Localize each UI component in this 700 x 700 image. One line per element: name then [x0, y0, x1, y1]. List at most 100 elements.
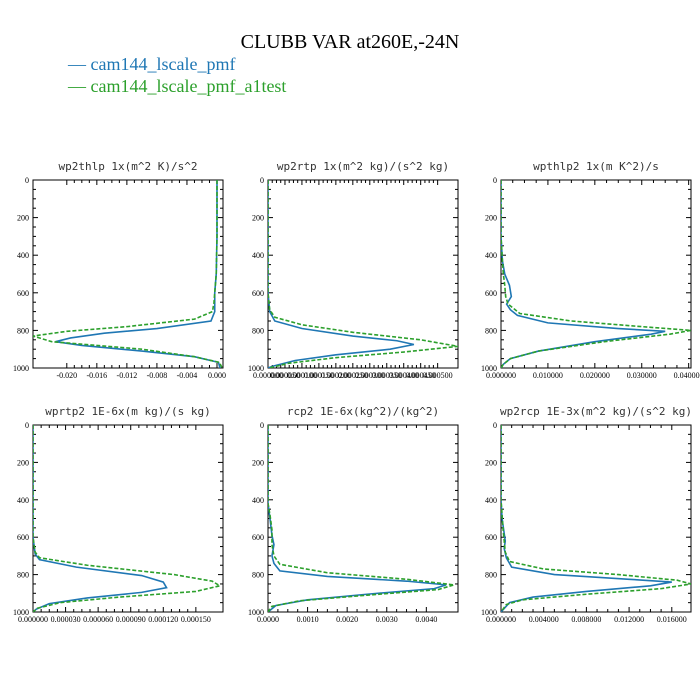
x-tick-label: 0.000300 [355, 371, 385, 380]
x-tick-label: -0.016 [86, 371, 107, 380]
y-tick-label: 0 [260, 421, 264, 430]
x-tick-label: 0.0000 [257, 615, 279, 624]
y-tick-label: 800 [485, 326, 497, 335]
x-tick-label: 0.000400 [389, 371, 419, 380]
x-tick-label: 0.012000 [614, 615, 644, 624]
panel-1: wp2thlp 1x(m^2 K)/s^2 0 200 400 600 800 1000 -0… [13, 160, 226, 380]
y-tick-label: 600 [252, 533, 264, 542]
y-tick-label: 200 [485, 214, 497, 223]
series-line-1 [268, 425, 447, 612]
series-line-1 [33, 425, 168, 612]
series-line-1 [268, 180, 415, 368]
y-tick-label: 1000 [13, 364, 29, 373]
x-tick-label: 0.0010 [297, 615, 319, 624]
y-tick-label: 0 [25, 176, 29, 185]
series-line-1 [55, 180, 221, 368]
x-tick-label: 0.000090 [116, 615, 146, 624]
series-line-2 [268, 180, 458, 368]
panel-title: wpthlp2 1x(m K^2)/s [533, 160, 659, 173]
panel-frame [32, 424, 224, 613]
y-tick-label: 200 [252, 458, 264, 467]
legend-entry-1: — cam144_lscale_pmf [67, 54, 235, 74]
y-tick-label: 0 [493, 421, 497, 430]
x-tick-label: 0.008000 [571, 615, 601, 624]
y-tick-label: 600 [17, 533, 29, 542]
y-tick-label: 800 [252, 571, 264, 580]
y-tick-label: 400 [485, 251, 497, 260]
x-tick-label: 0.000100 [287, 371, 317, 380]
y-tick-label: 200 [17, 214, 29, 223]
series-line-2 [501, 180, 691, 368]
series-line-2 [33, 180, 223, 368]
panel-5: rcp2 1E-6x(kg^2)/(kg^2) 0 200 400 600 800 1000… [248, 405, 459, 624]
y-tick-label: 200 [252, 214, 264, 223]
series-line-2 [501, 425, 691, 612]
y-tick-label: 600 [17, 289, 29, 298]
x-tick-label: 0.016000 [657, 615, 687, 624]
panels: wp2thlp 1x(m^2 K)/s^2 0 200 400 600 800 1000 -0… [13, 160, 700, 624]
series-line-2 [33, 425, 222, 612]
panel-title: wp2thlp 1x(m^2 K)/s^2 [58, 160, 197, 173]
x-tick-label: 0.000 [208, 371, 226, 380]
y-tick-label: 1000 [13, 608, 29, 617]
panel-title: rcp2 1E-6x(kg^2)/(kg^2) [287, 405, 439, 418]
x-tick-label: 0.020000 [580, 371, 610, 380]
panel-3: wpthlp2 1x(m K^2)/s 0 200 400 600 800 10000.00… [481, 160, 700, 380]
y-tick-label: 400 [252, 251, 264, 260]
y-tick-label: 400 [485, 496, 497, 505]
series-line-2 [268, 425, 455, 612]
x-tick-label: 0.000450 [406, 371, 436, 380]
x-tick-label: -0.008 [147, 371, 168, 380]
y-tick-label: 600 [252, 289, 264, 298]
x-tick-label: -0.012 [117, 371, 138, 380]
x-tick-label: 0.000000 [18, 615, 48, 624]
y-tick-label: 800 [485, 571, 497, 580]
x-tick-label: 0.004000 [529, 615, 559, 624]
panel-6: wp2rcp 1E-3x(m^2 kg)/(s^2 kg)0 200 400 600 8… [481, 405, 692, 624]
x-tick-label: 0.000500 [423, 371, 453, 380]
series-line-1 [501, 425, 672, 612]
y-tick-label: 1000 [481, 608, 497, 617]
x-tick-label: 0.010000 [533, 371, 563, 380]
x-tick-label: 0.0030 [376, 615, 398, 624]
x-tick-label: 0.000150 [304, 371, 334, 380]
panel-title: wp2rtp 1x(m^2 kg)/(s^2 kg) [277, 160, 449, 173]
panel-2: wp2rtp 1x(m^2 kg)/(s^2 kg) 0 200 400 600 800 1… [248, 160, 459, 380]
y-tick-label: 600 [485, 289, 497, 298]
x-tick-label: 0.000000 [486, 371, 516, 380]
y-tick-label: 0 [493, 176, 497, 185]
x-tick-label: 0.000030 [51, 615, 81, 624]
x-tick-label: -0.020 [56, 371, 77, 380]
panel-frame [500, 179, 692, 369]
y-tick-label: 0 [25, 421, 29, 430]
x-tick-label: 0.000000 [486, 615, 516, 624]
panel-title: wp2rcp 1E-3x(m^2 kg)/(s^2 kg) [500, 405, 692, 418]
legend-entry-2: — cam144_lscale_pmf_a1test [67, 76, 286, 96]
y-tick-label: 800 [252, 326, 264, 335]
x-tick-label: 0.030000 [627, 371, 657, 380]
y-tick-label: 0 [260, 176, 264, 185]
x-tick-label: 0.000120 [148, 615, 178, 624]
panel-4: wprtp2 1E-6x(m kg)/(s kg) 0 200 400 600 800 10… [13, 405, 224, 624]
x-tick-label: 0.000050 [270, 371, 300, 380]
y-tick-label: 200 [485, 458, 497, 467]
y-tick-label: 1000 [248, 364, 264, 373]
y-tick-label: 200 [17, 458, 29, 467]
x-tick-label: -0.004 [177, 371, 198, 380]
y-tick-label: 1000 [481, 364, 497, 373]
x-tick-label: 0.000000 [253, 371, 283, 380]
x-tick-label: 0.0040 [415, 615, 437, 624]
y-tick-label: 400 [252, 496, 264, 505]
figure-title: CLUBB VAR at260E,-24N [241, 31, 460, 53]
x-tick-label: 0.000250 [338, 371, 368, 380]
x-tick-label: 0.000200 [321, 371, 351, 380]
y-tick-label: 400 [17, 251, 29, 260]
y-tick-label: 800 [17, 571, 29, 580]
y-tick-label: 600 [485, 533, 497, 542]
x-tick-label: 0.0020 [336, 615, 358, 624]
series-line-1 [501, 180, 666, 368]
x-tick-label: 0.000150 [181, 615, 211, 624]
y-tick-label: 1000 [248, 608, 264, 617]
